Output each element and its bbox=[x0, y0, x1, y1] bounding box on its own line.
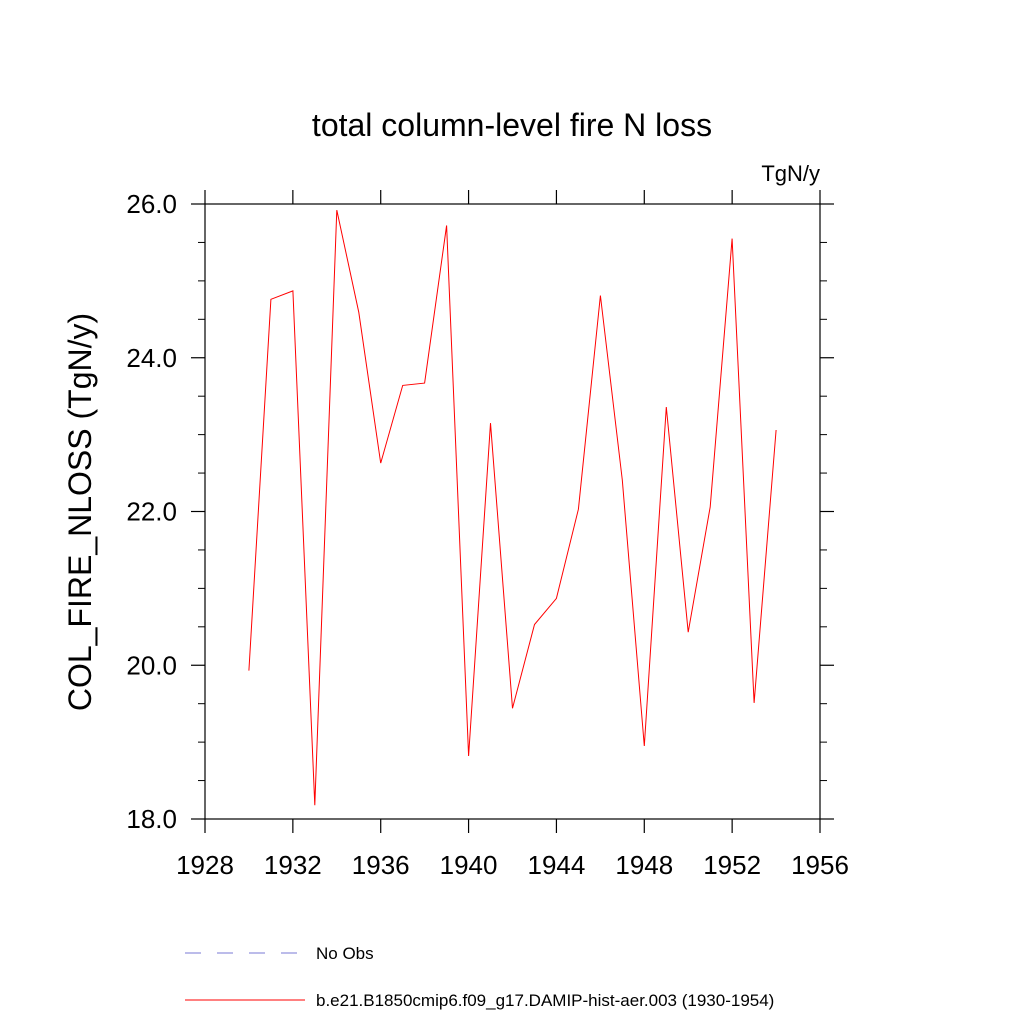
y-axis-label: COL_FIRE_NLOSS (TgN/y) bbox=[62, 313, 98, 711]
y-tick-label: 22.0 bbox=[126, 497, 177, 527]
x-tick-label: 1936 bbox=[352, 850, 410, 880]
legend: No Obs b.e21.B1850cmip6.f09_g17.DAMIP-hi… bbox=[185, 944, 774, 1010]
y-tick-label: 24.0 bbox=[126, 343, 177, 373]
x-tick-label: 1944 bbox=[528, 850, 586, 880]
x-tick-label: 1948 bbox=[615, 850, 673, 880]
y-tick-label: 26.0 bbox=[126, 189, 177, 219]
axis-ticks bbox=[191, 190, 834, 833]
series-line-0 bbox=[248, 209, 777, 806]
legend-label-model: b.e21.B1850cmip6.f09_g17.DAMIP-hist-aer.… bbox=[316, 991, 774, 1010]
legend-label-no-obs: No Obs bbox=[316, 944, 374, 963]
series-layer bbox=[248, 209, 777, 806]
x-tick-label: 1940 bbox=[440, 850, 498, 880]
y-tick-label: 20.0 bbox=[126, 650, 177, 680]
x-tick-label: 1932 bbox=[264, 850, 322, 880]
y-tick-label: 18.0 bbox=[126, 804, 177, 834]
plot-area: 1928 1932 1936 1940 1944 1948 1952 1956 18.0 20.0… bbox=[126, 189, 849, 880]
x-tick-label: 1956 bbox=[791, 850, 849, 880]
units-label: TgN/y bbox=[761, 161, 820, 186]
x-tick-label: 1952 bbox=[703, 850, 761, 880]
chart-title: total column-level fire N loss bbox=[312, 107, 712, 143]
axis-tick-labels: 1928 1932 1936 1940 1944 1948 1952 1956 18.0 20.0… bbox=[126, 189, 849, 880]
x-tick-label: 1928 bbox=[176, 850, 234, 880]
